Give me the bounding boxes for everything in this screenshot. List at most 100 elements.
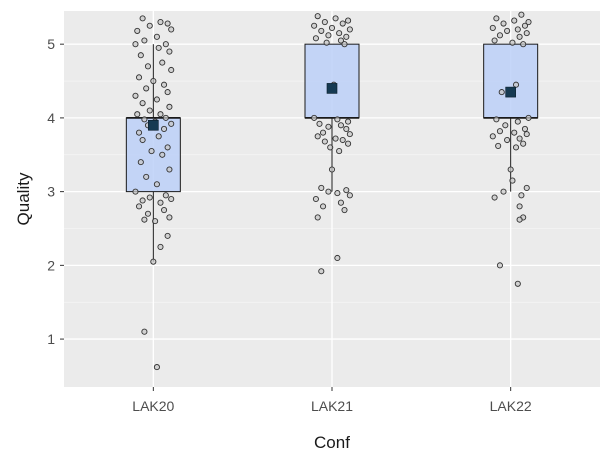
data-point	[141, 116, 148, 123]
data-point	[153, 33, 160, 40]
box-LAK21	[304, 43, 360, 119]
data-point	[496, 128, 503, 135]
y-axis-title: Quality	[14, 172, 33, 225]
y-tick-label: 2	[47, 257, 55, 273]
data-point	[143, 85, 150, 92]
data-point	[312, 35, 319, 42]
data-point	[318, 184, 325, 191]
data-point	[162, 192, 169, 199]
data-point	[132, 92, 139, 99]
data-point	[139, 15, 146, 22]
data-point	[320, 129, 327, 136]
y-axis: 1 2 3 4 5	[47, 36, 64, 347]
data-point	[321, 138, 328, 145]
data-point	[164, 144, 171, 151]
mean-marker	[326, 83, 338, 94]
data-point	[512, 81, 520, 88]
x-tick-label: LAK22	[490, 398, 532, 414]
data-point	[146, 107, 153, 114]
point-layer	[132, 11, 532, 371]
data-point	[168, 120, 175, 127]
data-point	[523, 184, 530, 191]
y-tick-label: 3	[47, 184, 55, 200]
data-point	[141, 216, 148, 223]
data-point	[150, 77, 157, 85]
data-point	[318, 27, 325, 34]
data-point	[152, 218, 159, 225]
data-point	[321, 19, 328, 26]
data-point	[325, 32, 332, 39]
data-point	[320, 203, 327, 210]
data-point	[346, 192, 353, 199]
data-point	[509, 39, 516, 46]
data-point	[516, 33, 523, 40]
data-point	[311, 22, 318, 29]
data-point	[520, 140, 527, 147]
data-point	[334, 190, 341, 197]
data-point	[343, 125, 350, 133]
data-point	[341, 41, 348, 48]
data-point	[525, 19, 532, 26]
data-point	[161, 125, 168, 133]
data-point	[134, 111, 141, 118]
data-point	[162, 41, 169, 48]
data-point	[337, 122, 344, 129]
data-point	[166, 214, 173, 221]
data-point	[141, 328, 148, 335]
data-point	[521, 22, 529, 29]
data-point	[341, 207, 348, 214]
data-point	[159, 151, 166, 158]
data-point	[334, 254, 341, 262]
data-point	[157, 111, 164, 118]
mean-layer	[148, 83, 516, 131]
x-tick-label: LAK21	[311, 398, 353, 414]
data-point	[343, 187, 350, 194]
data-point	[157, 199, 164, 206]
data-point	[491, 194, 498, 201]
data-point	[132, 41, 139, 48]
data-point	[153, 364, 160, 371]
x-axis: LAK20 LAK21 LAK22	[132, 387, 532, 414]
data-point	[337, 199, 344, 206]
data-point	[520, 41, 527, 48]
data-point	[134, 27, 141, 34]
data-point	[325, 123, 332, 130]
data-point	[161, 207, 168, 214]
data-point	[498, 89, 505, 96]
data-point	[500, 188, 507, 195]
data-point	[512, 144, 520, 151]
data-point	[337, 37, 344, 44]
mean-marker	[505, 86, 516, 98]
data-point	[164, 232, 171, 239]
data-point	[345, 17, 352, 24]
data-point	[493, 116, 500, 123]
data-point	[150, 258, 157, 265]
data-point	[334, 116, 341, 123]
data-point	[161, 81, 168, 88]
data-point	[144, 210, 152, 217]
data-point	[139, 136, 146, 144]
data-point	[516, 203, 523, 210]
data-point	[514, 118, 521, 125]
data-point	[339, 136, 346, 144]
data-point	[132, 188, 139, 195]
data-point	[518, 11, 525, 18]
data-point	[332, 15, 339, 22]
data-point	[339, 20, 346, 27]
data-point	[318, 268, 325, 275]
y-tick-label: 4	[47, 110, 55, 126]
data-point	[346, 131, 353, 138]
data-point	[146, 22, 153, 29]
data-point	[514, 280, 521, 287]
data-point	[509, 177, 516, 184]
data-point	[153, 96, 160, 103]
x-axis-title: Conf	[314, 433, 350, 452]
data-point	[323, 39, 330, 46]
data-point	[511, 129, 518, 136]
data-point	[316, 120, 323, 127]
data-point	[496, 32, 503, 39]
data-point	[159, 59, 166, 66]
data-point	[328, 24, 336, 32]
data-point	[157, 19, 164, 26]
data-point	[489, 133, 496, 140]
